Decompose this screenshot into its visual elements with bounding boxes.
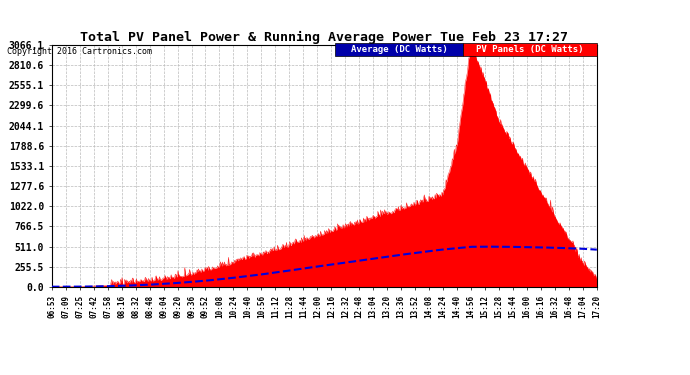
FancyBboxPatch shape [463, 43, 597, 56]
Text: Copyright 2016 Cartronics.com: Copyright 2016 Cartronics.com [7, 47, 152, 56]
Text: PV Panels (DC Watts): PV Panels (DC Watts) [476, 45, 584, 54]
Title: Total PV Panel Power & Running Average Power Tue Feb 23 17:27: Total PV Panel Power & Running Average P… [80, 31, 569, 44]
FancyBboxPatch shape [335, 43, 463, 56]
Text: Average (DC Watts): Average (DC Watts) [351, 45, 448, 54]
